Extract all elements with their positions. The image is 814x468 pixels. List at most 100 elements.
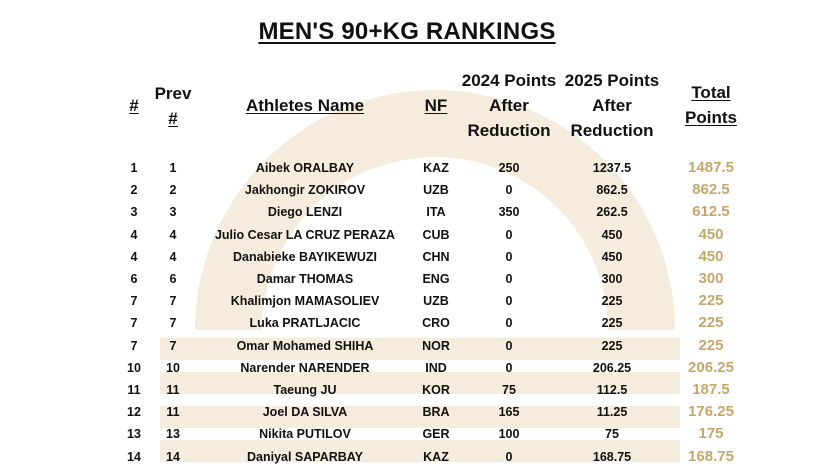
nf-cell: ITA (426, 205, 446, 220)
points-2024-cell: 165 (498, 405, 520, 420)
points-2025-cell: 206.25 (592, 360, 632, 375)
points-2025-cell: 75 (605, 427, 619, 442)
total-points-cell: 187.5 (692, 381, 730, 398)
athlete-name-cell: Aibek ORALBAY (255, 161, 355, 175)
header-total-points: Total Points (685, 83, 737, 127)
rank-cell: 7 (130, 316, 138, 331)
total-points-cell: 300 (698, 270, 724, 287)
points-2024-cell: 0 (505, 294, 513, 309)
athlete-name-cell: Omar Mohamed SHIHA (236, 338, 374, 353)
nf-cell: NOR (422, 338, 450, 353)
rank-cell: 4 (130, 249, 138, 264)
table-row: 4 4 Julio Cesar LA CRUZ PERAZA CUB 0 450 450 (0, 224, 814, 246)
athlete-name-cell: Taeung JU (273, 383, 337, 397)
athlete-name-cell: Narender NARENDER (240, 360, 370, 375)
points-2024-cell: 0 (505, 449, 513, 464)
nf-cell: GER (422, 427, 450, 442)
rank-cell: 1 (130, 161, 138, 175)
nf-cell: KAZ (423, 449, 449, 464)
points-2024-cell: 350 (498, 205, 520, 220)
rank-cell: 13 (127, 427, 141, 442)
total-points-cell: 450 (698, 225, 724, 243)
table-row: 11 11 Taeung JU KOR 75 112.5 187.5 (0, 379, 814, 401)
athlete-name-cell: Damar THOMAS (256, 272, 354, 286)
nf-cell: UZB (423, 183, 449, 198)
rank-cell: 7 (130, 338, 138, 353)
points-2025-cell: 168.75 (592, 449, 632, 464)
points-2025-cell: 300 (601, 272, 623, 286)
points-2024-cell: 100 (498, 427, 520, 442)
athlete-name-cell: Luka PRATLJACIC (249, 316, 361, 331)
table-row: 12 11 Joel DA SILVA BRA 165 11.25 176.25 (0, 401, 814, 423)
points-2025-cell: 862.5 (596, 183, 628, 198)
points-2024-cell: 75 (502, 383, 516, 397)
nf-cell: CRO (422, 316, 450, 331)
athlete-name-cell: Nikita PUTILOV (259, 427, 351, 442)
rank-cell: 2 (130, 183, 138, 198)
total-points-cell: 175 (698, 425, 724, 443)
rank-cell: 7 (130, 294, 138, 309)
points-2024-cell: 0 (505, 183, 513, 198)
table-row: 14 14 Daniyal SAPARBAY KAZ 0 168.75 168.75 (0, 446, 814, 468)
points-2025-cell: 1237.5 (592, 161, 632, 175)
points-2024-cell: 0 (505, 360, 513, 375)
prev-rank-cell: 7 (169, 316, 177, 331)
total-points-cell: 450 (698, 247, 724, 265)
rank-cell: 4 (130, 227, 138, 242)
athlete-name-cell: Danabieke BAYIKEWUZI (232, 249, 378, 264)
rank-cell: 3 (130, 205, 138, 220)
points-2025-cell: 450 (601, 227, 623, 242)
header-2025-points: 2025 Points After Reduction (564, 71, 660, 140)
prev-rank-cell: 7 (169, 338, 177, 353)
nf-cell: CUB (422, 227, 450, 242)
table-row: 3 3 Diego LENZI ITA 350 262.5 612.5 (0, 201, 814, 223)
total-points-cell: 176.25 (688, 403, 734, 421)
nf-cell: KAZ (423, 161, 449, 175)
page-title: MEN'S 90+KG RANKINGS (258, 18, 556, 45)
table-row: 6 6 Damar THOMAS ENG 0 300 300 (0, 268, 814, 290)
header-nf: NF (424, 96, 448, 115)
nf-cell: IND (425, 360, 447, 375)
points-2025-cell: 450 (601, 249, 623, 264)
total-points-cell: 225 (698, 292, 724, 310)
points-2025-cell: 225 (601, 338, 623, 353)
athlete-name-cell: Julio Cesar LA CRUZ PERAZA (214, 227, 396, 242)
prev-rank-cell: 11 (166, 405, 180, 420)
prev-rank-cell: 11 (166, 383, 180, 397)
table-row: 7 7 Khalimjon MAMASOLIEV UZB 0 225 225 (0, 290, 814, 312)
table-row: 7 7 Luka PRATLJACIC CRO 0 225 225 (0, 312, 814, 334)
athlete-name-cell: Khalimjon MAMASOLIEV (230, 294, 380, 309)
watermark-arc (195, 90, 675, 330)
athlete-name-cell: Daniyal SAPARBAY (246, 449, 363, 464)
prev-rank-cell: 2 (169, 183, 177, 198)
rank-cell: 12 (127, 405, 141, 420)
athlete-name-cell: Jakhongir ZOKIROV (244, 183, 366, 198)
prev-rank-cell: 3 (169, 205, 177, 220)
rank-cell: 10 (127, 360, 141, 375)
prev-rank-cell: 14 (166, 449, 180, 464)
watermark-stripe (160, 338, 680, 360)
total-points-cell: 1487.5 (688, 159, 734, 176)
table-row: 1 1 Aibek ORALBAY KAZ 250 1237.5 1487.5 (0, 157, 814, 179)
rank-cell: 14 (127, 449, 141, 464)
points-2025-cell: 262.5 (596, 205, 628, 220)
table-row: 10 10 Narender NARENDER IND 0 206.25 206.25 (0, 357, 814, 379)
prev-rank-cell: 13 (166, 427, 180, 442)
header-rank: # (129, 96, 139, 115)
prev-rank-cell: 4 (169, 249, 177, 264)
points-2025-cell: 11.25 (596, 405, 628, 420)
header-athletes-name: Athletes Name (245, 96, 365, 115)
prev-rank-cell: 6 (169, 272, 177, 286)
total-points-cell: 225 (698, 314, 724, 332)
table-row: 4 4 Danabieke BAYIKEWUZI CHN 0 450 450 (0, 246, 814, 268)
table-row: 7 7 Omar Mohamed SHIHA NOR 0 225 225 (0, 335, 814, 357)
points-2024-cell: 0 (505, 227, 513, 242)
points-2024-cell: 0 (505, 272, 513, 286)
nf-cell: ENG (422, 272, 450, 286)
header-prev-rank: Prev # (154, 84, 192, 128)
watermark-stripe (160, 372, 680, 394)
points-2024-cell: 0 (505, 316, 513, 331)
table-row: 13 13 Nikita PUTILOV GER 100 75 175 (0, 423, 814, 445)
